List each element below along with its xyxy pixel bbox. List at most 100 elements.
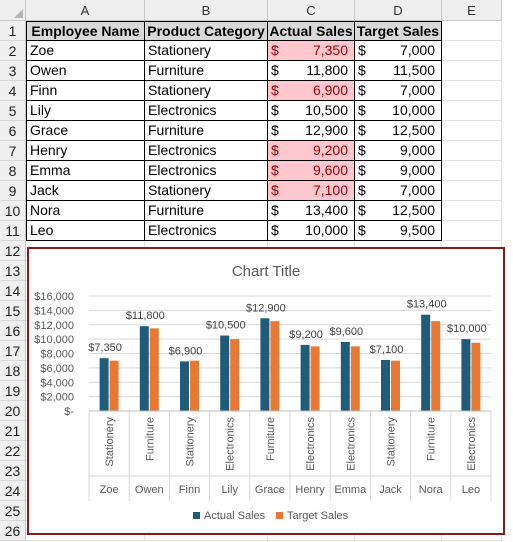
product-category-cell[interactable]: Furniture (145, 61, 268, 81)
row-header-13[interactable]: 13 (0, 261, 26, 281)
target-sales-cell[interactable]: $9,500 (355, 221, 442, 241)
product-category-cell[interactable]: Electronics (145, 161, 268, 181)
actual-sales-cell[interactable]: $13,400 (268, 201, 355, 221)
employee-name-cell[interactable]: Owen (26, 61, 145, 81)
row-header-20[interactable]: 20 (0, 401, 26, 421)
target-sales-cell[interactable]: $12,500 (355, 121, 442, 141)
empty-cell[interactable] (442, 161, 502, 181)
empty-cell[interactable] (442, 41, 502, 61)
category-outer-label: Emma (334, 484, 367, 496)
empty-cell[interactable] (442, 61, 502, 81)
product-category-cell[interactable]: Stationery (145, 81, 268, 101)
column-header-a[interactable]: A (26, 0, 145, 21)
row-header-1[interactable]: 1 (0, 21, 26, 41)
employee-name-cell[interactable]: Grace (26, 121, 145, 141)
select-all-corner[interactable] (0, 0, 26, 21)
empty-cell[interactable] (442, 221, 502, 241)
product-category-cell[interactable]: Stationery (145, 41, 268, 61)
actual-sales-cell[interactable]: $7,350 (268, 41, 355, 61)
row-header-3[interactable]: 3 (0, 61, 26, 81)
table-header-cell[interactable]: Product Category (145, 21, 268, 41)
employee-name-cell[interactable]: Leo (26, 221, 145, 241)
column-header-c[interactable]: C (268, 0, 355, 21)
row-header-17[interactable]: 17 (0, 341, 26, 361)
product-category-cell[interactable]: Electronics (145, 141, 268, 161)
column-header-e[interactable]: E (442, 0, 502, 21)
target-sales-bar (471, 342, 481, 411)
empty-cell[interactable] (442, 81, 502, 101)
data-label: $10,500 (206, 320, 246, 332)
target-sales-amount: 7,000 (399, 82, 435, 98)
row-header-24[interactable]: 24 (0, 481, 26, 501)
target-sales-bar (310, 346, 320, 411)
empty-cell[interactable] (442, 141, 502, 161)
target-sales-bar (149, 328, 159, 411)
target-sales-cell[interactable]: $9,000 (355, 141, 442, 161)
row-header-23[interactable]: 23 (0, 461, 26, 481)
row-header-25[interactable]: 25 (0, 501, 26, 521)
row-header-26[interactable]: 26 (0, 521, 26, 541)
actual-sales-cell[interactable]: $10,000 (268, 221, 355, 241)
employee-name-cell[interactable]: Zoe (26, 41, 145, 61)
product-category-cell[interactable]: Furniture (145, 121, 268, 141)
row-header-15[interactable]: 15 (0, 301, 26, 321)
data-label: $11,800 (126, 310, 165, 322)
product-category-cell[interactable]: Electronics (145, 221, 268, 241)
row-header-2[interactable]: 2 (0, 41, 26, 61)
row-header-22[interactable]: 22 (0, 441, 26, 461)
column-header-d[interactable]: D (355, 0, 442, 21)
row-header-5[interactable]: 5 (0, 101, 26, 121)
empty-cell[interactable] (442, 181, 502, 201)
actual-sales-cell[interactable]: $7,100 (268, 181, 355, 201)
target-sales-cell[interactable]: $12,500 (355, 201, 442, 221)
row-header-12[interactable]: 12 (0, 241, 26, 261)
target-sales-amount: 10,000 (392, 102, 435, 118)
target-sales-cell[interactable]: $11,500 (355, 61, 442, 81)
row-header-7[interactable]: 7 (0, 141, 26, 161)
product-category-cell[interactable]: Electronics (145, 101, 268, 121)
empty-cell[interactable] (442, 101, 502, 121)
row-header-21[interactable]: 21 (0, 421, 26, 441)
row-header-19[interactable]: 19 (0, 381, 26, 401)
row-header-6[interactable]: 6 (0, 121, 26, 141)
table-header-cell[interactable]: Actual Sales (268, 21, 355, 41)
target-sales-cell[interactable]: $7,000 (355, 41, 442, 61)
product-category-cell[interactable]: Stationery (145, 181, 268, 201)
row-header-4[interactable]: 4 (0, 81, 26, 101)
actual-sales-cell[interactable]: $9,600 (268, 161, 355, 181)
row-header-14[interactable]: 14 (0, 281, 26, 301)
empty-cell[interactable] (442, 21, 502, 41)
target-sales-cell[interactable]: $7,000 (355, 181, 442, 201)
employee-name-cell[interactable]: Lily (26, 101, 145, 121)
target-sales-cell[interactable]: $7,000 (355, 81, 442, 101)
actual-sales-cell[interactable]: $12,900 (268, 121, 355, 141)
category-outer-label: Jack (379, 484, 402, 496)
product-category-cell[interactable]: Furniture (145, 201, 268, 221)
target-sales-cell[interactable]: $9,000 (355, 161, 442, 181)
table-header-cell[interactable]: Employee Name (26, 21, 145, 41)
actual-sales-cell[interactable]: $9,200 (268, 141, 355, 161)
currency-symbol: $ (271, 42, 279, 58)
employee-name-cell[interactable]: Nora (26, 201, 145, 221)
employee-name-cell[interactable]: Henry (26, 141, 145, 161)
empty-cell[interactable] (442, 121, 502, 141)
target-sales-cell[interactable]: $10,000 (355, 101, 442, 121)
row-header-9[interactable]: 9 (0, 181, 26, 201)
category-inner-label: Furniture (426, 417, 438, 461)
empty-cell[interactable] (442, 201, 502, 221)
table-header-cell[interactable]: Target Sales (355, 21, 442, 41)
employee-name-cell[interactable]: Emma (26, 161, 145, 181)
row-header-18[interactable]: 18 (0, 361, 26, 381)
actual-sales-cell[interactable]: $10,500 (268, 101, 355, 121)
actual-sales-cell[interactable]: $6,900 (268, 81, 355, 101)
row-header-8[interactable]: 8 (0, 161, 26, 181)
row-header-16[interactable]: 16 (0, 321, 26, 341)
employee-name-cell[interactable]: Finn (26, 81, 145, 101)
column-header-b[interactable]: B (145, 0, 268, 21)
currency-symbol: $ (271, 82, 279, 98)
row-header-11[interactable]: 11 (0, 221, 26, 241)
actual-sales-cell[interactable]: $11,800 (268, 61, 355, 81)
embedded-chart[interactable]: Chart Title $- $2,000 $4,000 $6,000 $8,000 $10… (27, 247, 505, 535)
row-header-10[interactable]: 10 (0, 201, 26, 221)
employee-name-cell[interactable]: Jack (26, 181, 145, 201)
